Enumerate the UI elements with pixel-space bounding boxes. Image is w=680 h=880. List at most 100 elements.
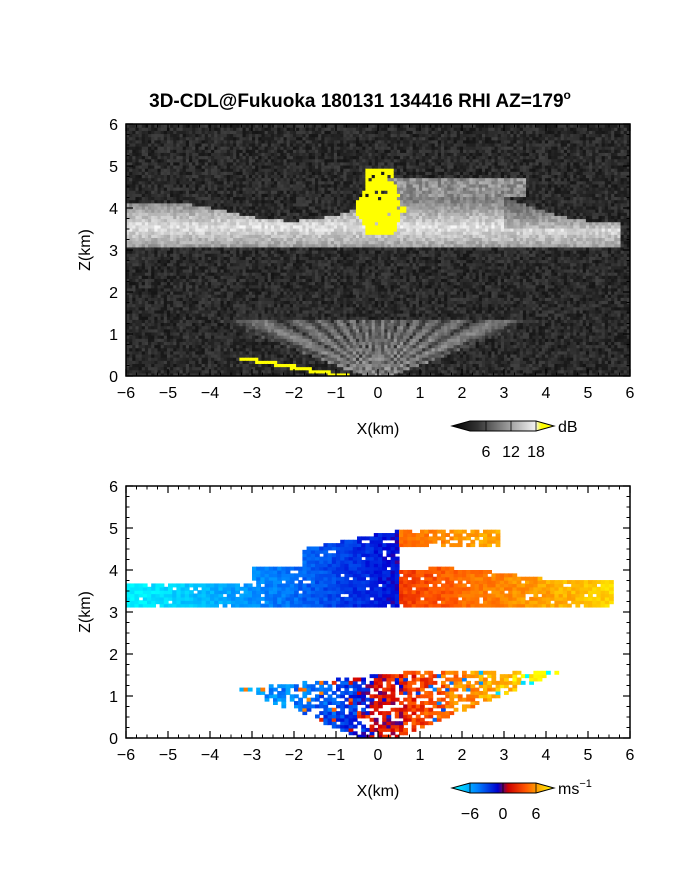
backscatter-cell [211,164,215,169]
backscatter-cell [163,256,168,261]
backscatter-cell [242,168,247,172]
backscatter-cell [223,180,228,185]
backscatter-cell [189,309,193,314]
backscatter-cell [185,152,190,157]
backscatter-cell [135,221,140,226]
backscatter-cell [296,357,300,361]
backscatter-cell [141,309,146,314]
backscatter-cell [245,294,250,298]
backscatter-cell [305,284,310,289]
backscatter-cell [242,158,247,163]
backscatter-cell [255,275,259,279]
backscatter-cell [248,294,253,298]
backscatter-cell [160,152,165,157]
backscatter-cell [267,284,272,289]
backscatter-cell [286,221,291,226]
backscatter-cell [248,231,253,235]
backscatter-cell [160,155,165,160]
backscatter-cell [274,142,278,147]
backscatter-cell [170,287,174,292]
backscatter-cell [280,344,285,349]
backscatter-cell [151,202,155,207]
backscatter-cell [148,133,152,138]
backscatter-cell [277,202,281,207]
backscatter-cell [267,212,272,216]
backscatter-cell [252,221,256,226]
backscatter-cell [170,193,174,198]
backscatter-cell [179,139,184,144]
backscatter-cell [264,149,269,153]
backscatter-cell [170,199,174,204]
backscatter-cell [189,224,193,229]
backscatter-cell [166,152,171,157]
backscatter-cell [274,187,278,191]
backscatter-cell [220,142,225,147]
backscatter-cell [204,287,209,292]
backscatter-cell [261,328,266,333]
backscatter-cell [233,152,237,157]
backscatter-cell [261,183,266,188]
backscatter-cell [270,136,275,141]
backscatter-cell [166,372,171,376]
backscatter-cell [157,199,162,204]
backscatter-cell [217,136,222,141]
backscatter-cell [261,133,266,138]
backscatter-cell [286,124,291,128]
backscatter-cell [308,142,313,147]
backscatter-cell [157,158,162,163]
backscatter-cell [135,246,140,251]
backscatter-cell [233,357,237,361]
backscatter-cell [179,262,184,267]
backscatter-cell [239,231,244,235]
backscatter-cell [201,124,206,128]
backscatter-cell [163,199,168,204]
backscatter-cell [126,316,130,320]
backscatter-cell [141,205,146,210]
backscatter-cell [289,319,294,324]
backscatter-cell [201,183,206,188]
backscatter-cell [198,174,203,179]
backscatter-cell [157,250,162,254]
backscatter-cell [220,372,225,376]
backscatter-cell [135,243,140,248]
backscatter-cell [239,253,244,257]
backscatter-cell [283,350,288,355]
backscatter-cell [220,325,225,330]
backscatter-cell [189,246,193,251]
backscatter-cell [135,319,140,324]
backscatter-cell [141,218,146,223]
backscatter-cell [214,338,218,342]
backscatter-cell [220,360,225,364]
backscatter-cell [207,284,212,289]
backscatter-cell [170,372,174,376]
backscatter-cell [239,275,244,279]
backscatter-cell [264,325,269,330]
backscatter-cell [296,133,300,138]
backscatter-cell [132,234,137,238]
backscatter-cell [163,281,168,286]
backscatter-cell [201,149,206,153]
backscatter-cell [305,350,310,355]
backscatter-cell [204,300,209,305]
backscatter-cell [248,168,253,172]
backscatter-cell [176,183,181,188]
backscatter-cell [173,246,177,251]
backscatter-cell [286,284,291,289]
backscatter-cell [220,193,225,198]
backscatter-cell [148,363,152,368]
backscatter-cell [296,287,300,292]
backscatter-cell [138,338,143,342]
backscatter-cell [204,139,209,144]
backscatter-cell [151,253,155,257]
backscatter-cell [198,256,203,261]
backscatter-cell [245,152,250,157]
backscatter-cell [214,268,218,273]
backscatter-cell [248,212,253,216]
backscatter-cell [214,294,218,298]
backscatter-cell [258,212,263,216]
backscatter-cell [292,224,297,229]
backscatter-cell [283,168,288,172]
backscatter-cell [129,290,133,295]
backscatter-cell [204,319,209,324]
backscatter-cell [195,215,200,220]
